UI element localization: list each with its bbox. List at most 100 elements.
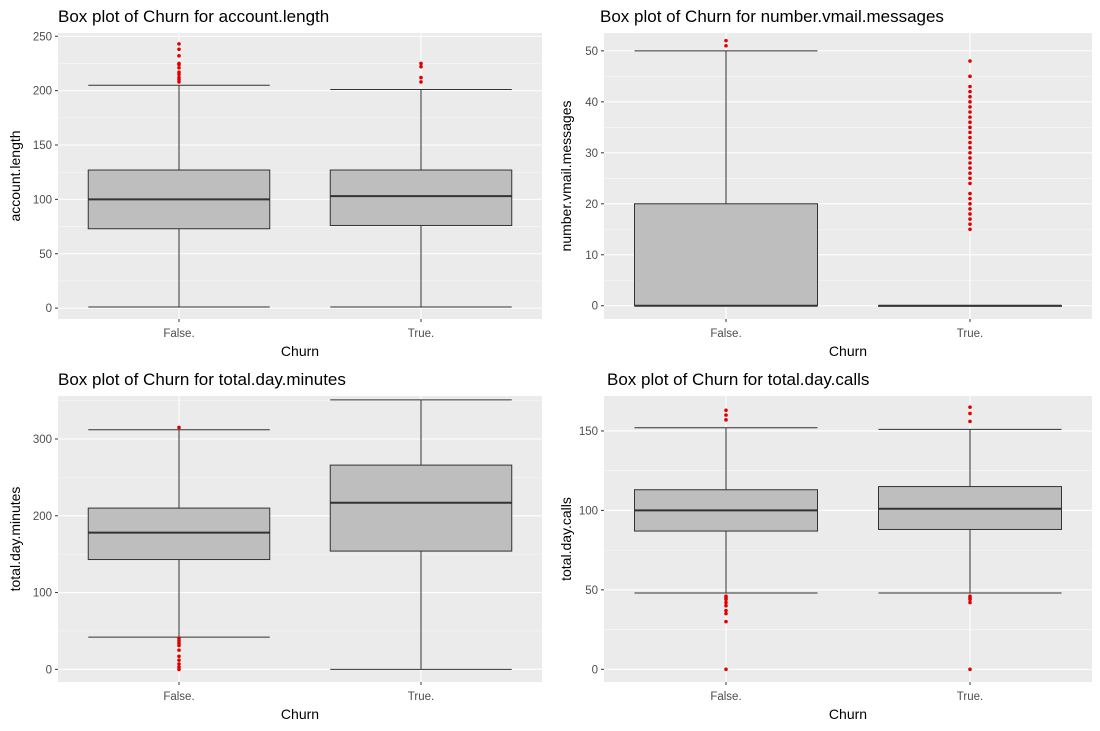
outlier-point <box>968 100 972 104</box>
y-tick-label: 100 <box>579 505 598 517</box>
outlier-point <box>968 201 972 206</box>
outlier-point <box>968 171 972 175</box>
box-false <box>634 408 818 672</box>
y-tick-label: 0 <box>46 303 52 315</box>
outlier-point <box>968 600 972 605</box>
outlier-point <box>968 181 972 186</box>
outlier-point <box>968 59 972 63</box>
outlier-point <box>419 64 423 69</box>
outlier-point <box>177 648 181 652</box>
box-iqr <box>329 464 513 552</box>
outlier-point <box>968 222 972 226</box>
x-tick-label: False. <box>710 691 741 703</box>
outlier-point <box>968 196 972 201</box>
outlier-point <box>968 140 972 145</box>
outlier-point <box>724 408 728 413</box>
outlier-point <box>968 191 972 196</box>
x-tick-label: True. <box>408 328 434 340</box>
x-axis-title: Churn <box>281 706 319 722</box>
outlier-point <box>724 413 728 417</box>
box-true <box>878 59 1062 307</box>
outlier-point <box>968 212 972 216</box>
y-axis-title: account.length <box>7 130 23 221</box>
y-tick-label: 50 <box>585 585 598 597</box>
outlier-point <box>177 662 181 666</box>
outlier-point <box>968 120 972 125</box>
outlier-point <box>968 84 972 89</box>
y-tick-label: 100 <box>33 588 52 600</box>
outlier-point <box>968 110 972 114</box>
outlier-point <box>177 425 181 430</box>
box-false <box>87 42 271 308</box>
outlier-point <box>968 135 972 140</box>
box-plot-svg: 0 50 100 150 False. True. Box plot of Churn fo… <box>558 370 1092 722</box>
y-tick-label: 300 <box>33 434 52 446</box>
x-axis-title: Churn <box>829 343 867 359</box>
outlier-point <box>968 74 972 79</box>
y-tick-label: 20 <box>585 199 598 211</box>
outlier-point <box>419 75 423 80</box>
outlier-point <box>177 54 181 58</box>
outlier-point <box>968 594 972 598</box>
box-plot-panel-4: 0 50 100 150 False. True. Box plot of Churn fo… <box>550 363 1100 726</box>
outlier-point <box>968 105 972 109</box>
y-tick-label: 0 <box>592 301 598 313</box>
y-tick-label: 0 <box>46 664 52 676</box>
outlier-point <box>177 65 181 70</box>
outlier-point <box>968 207 972 211</box>
outlier-point <box>968 667 972 672</box>
outlier-point <box>724 603 728 608</box>
outlier-point <box>968 130 972 135</box>
y-tick-label: 50 <box>39 249 52 261</box>
box-false <box>87 425 271 672</box>
y-tick-label: 30 <box>585 148 598 160</box>
chart-title: Box plot of Churn for total.day.calls <box>607 370 869 389</box>
x-axis-title: Churn <box>829 706 867 722</box>
box-true <box>878 405 1062 672</box>
outlier-point <box>968 166 972 170</box>
outlier-point <box>968 115 972 119</box>
outlier-point <box>724 611 728 616</box>
outlier-point <box>177 658 181 662</box>
box-plot-svg: 0 50 100 150 200 250 False. True. Box plot of Ch… <box>7 7 542 359</box>
y-axis-title: total.day.calls <box>558 497 574 581</box>
box-plot-panel-1: 0 50 100 150 200 250 False. True. Box plot of Ch… <box>0 0 550 363</box>
outlier-point <box>177 654 181 659</box>
box-plot-panel-2: 0 10 20 30 40 50 False. True. Box plot of Churn … <box>550 0 1100 363</box>
box-iqr <box>634 203 818 307</box>
y-tick-label: 10 <box>585 250 598 262</box>
y-tick-label: 200 <box>33 511 52 523</box>
y-axis-title: number.vmail.messages <box>558 101 574 252</box>
box-iqr <box>87 507 271 561</box>
outlier-point <box>968 176 972 181</box>
outlier-point <box>968 419 972 424</box>
outlier-point <box>724 600 728 605</box>
outlier-point <box>724 608 728 613</box>
outlier-point <box>177 42 181 46</box>
outlier-point <box>724 43 728 48</box>
outlier-point <box>968 227 972 232</box>
outlier-point <box>177 75 181 80</box>
outlier-point <box>177 636 181 641</box>
x-tick-label: False. <box>710 328 741 340</box>
outlier-point <box>724 38 728 43</box>
outlier-point <box>177 47 181 52</box>
outlier-point <box>419 61 423 66</box>
y-axis-title: total.day.minutes <box>7 487 23 592</box>
outlier-point <box>724 594 728 598</box>
outlier-point <box>968 217 972 221</box>
x-tick-label: True. <box>408 691 434 703</box>
box-plot-panel-3: 0 100 200 300 False. True. Box plot of Churn f… <box>0 363 550 726</box>
x-tick-label: False. <box>163 691 194 703</box>
y-tick-label: 50 <box>585 46 598 58</box>
y-tick-label: 0 <box>592 664 598 676</box>
outlier-point <box>724 667 728 672</box>
x-tick-label: True. <box>957 691 983 703</box>
outlier-point <box>968 411 972 416</box>
outlier-point <box>968 94 972 99</box>
box-true <box>329 61 513 308</box>
y-tick-label: 150 <box>33 140 52 152</box>
box-false <box>634 38 818 307</box>
y-tick-label: 200 <box>33 86 52 98</box>
